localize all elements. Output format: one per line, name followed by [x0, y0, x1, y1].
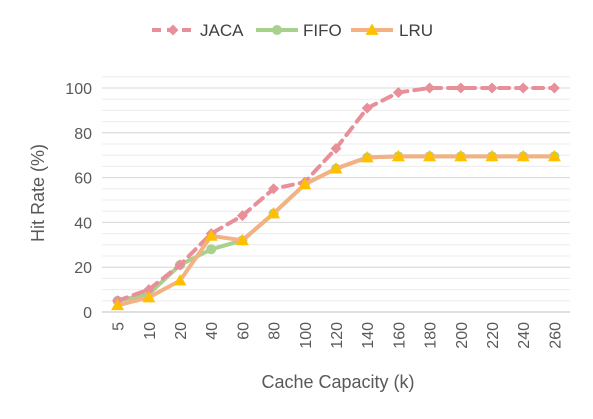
y-tick-label: 60	[74, 171, 92, 188]
data-point-lru	[360, 150, 374, 163]
legend-label-fifo: FIFO	[303, 21, 342, 40]
data-point-jaca	[330, 142, 342, 154]
y-tick-label: 80	[74, 126, 92, 143]
data-point-jaca	[424, 82, 436, 94]
x-axis-title: Cache Capacity (k)	[261, 372, 414, 392]
data-point-lru	[391, 149, 405, 162]
data-point-lru	[235, 233, 249, 246]
data-point-jaca	[517, 82, 529, 94]
y-tick-label: 20	[74, 260, 92, 277]
y-axis-title: Hit Rate (%)	[28, 144, 48, 242]
data-point-lru	[454, 149, 468, 162]
data-point-lru	[267, 206, 281, 219]
data-point-lru	[298, 177, 312, 190]
legend: JACA FIFO LRU	[152, 21, 433, 40]
x-tick-label: 60	[235, 322, 252, 340]
data-point-jaca	[174, 259, 186, 271]
series-jaca	[112, 82, 560, 307]
x-tick-label: 40	[204, 322, 221, 340]
x-tick-label: 80	[267, 322, 284, 340]
x-tick-label: 260	[547, 322, 564, 349]
data-point-jaca	[143, 284, 155, 296]
legend-item-fifo: FIFO	[256, 21, 342, 40]
y-tick-label: 100	[65, 81, 92, 98]
data-point-jaca	[455, 82, 467, 94]
legend-item-lru: LRU	[351, 21, 433, 40]
x-tick-label: 200	[454, 322, 471, 349]
x-tick-label: 140	[360, 322, 377, 349]
x-tick-label: 5	[111, 322, 128, 331]
legend-label-jaca: JACA	[200, 21, 244, 40]
data-point-jaca	[268, 183, 280, 195]
data-point-jaca	[361, 102, 373, 114]
legend-marker-fifo	[272, 25, 282, 35]
legend-marker-lru	[365, 23, 379, 35]
x-tick-label: 160	[391, 322, 408, 349]
data-point-lru	[423, 149, 437, 162]
data-point-lru	[516, 149, 530, 162]
data-point-fifo	[206, 244, 217, 255]
series-lru	[111, 149, 561, 311]
data-point-jaca	[548, 82, 560, 94]
data-point-jaca	[486, 82, 498, 94]
data-point-jaca	[392, 86, 404, 98]
y-tick-label: 0	[83, 305, 92, 322]
gridlines	[102, 76, 570, 302]
series-line-jaca	[115, 86, 557, 303]
data-point-lru	[142, 290, 156, 303]
y-tick-label: 40	[74, 215, 92, 232]
data-point-lru	[485, 149, 499, 162]
legend-label-lru: LRU	[399, 21, 433, 40]
data-point-lru	[329, 162, 343, 174]
x-tick-label: 20	[173, 322, 190, 340]
legend-item-jaca: JACA	[152, 21, 244, 40]
data-point-lru	[173, 274, 187, 286]
x-tick-label: 240	[516, 322, 533, 349]
y-axis-ticks: 0 20 40 60 80 100	[65, 81, 92, 322]
data-point-jaca	[236, 210, 248, 222]
x-tick-label: 180	[423, 322, 440, 349]
series-group	[111, 82, 561, 311]
x-tick-label: 220	[485, 322, 502, 349]
x-tick-label: 120	[329, 322, 346, 349]
data-point-lru	[204, 229, 218, 241]
x-tick-label: 100	[298, 322, 315, 349]
data-point-lru	[547, 149, 561, 162]
legend-marker-jaca	[167, 24, 179, 36]
data-point-lru	[111, 298, 125, 311]
x-axis-ticks: 5 10 20 40 60 80 100 120 140 160 180 200 220 240 260	[111, 322, 565, 349]
x-tick-label: 10	[142, 322, 159, 340]
